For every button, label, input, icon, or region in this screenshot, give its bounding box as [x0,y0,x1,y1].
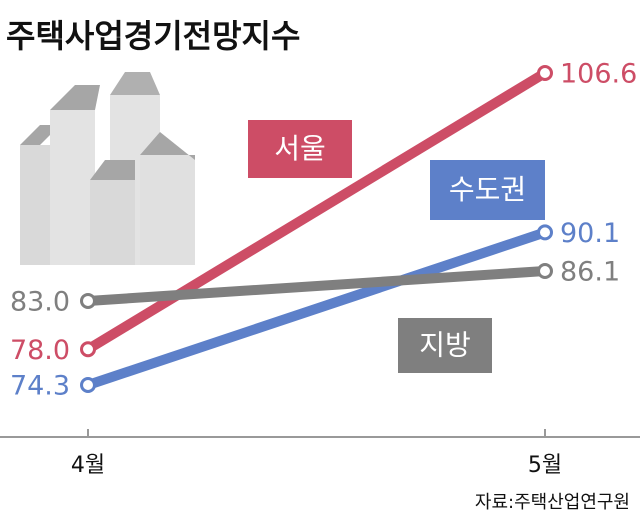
legend-box [398,318,492,373]
point [537,224,553,241]
legend-box [430,160,545,220]
value-label: 78.0 [10,335,70,366]
source: 자료:주택산업연구원 [475,492,630,513]
legend-label: 수도권 [449,173,526,206]
chart-title: 주택사업경기전망지수 [6,17,300,55]
series-line [86,227,547,390]
point [537,65,553,81]
value-label: 106.6 [560,59,637,90]
x-tick-label: 5월 [528,453,562,478]
legend-box [248,120,352,178]
point [80,292,96,309]
value-label: 86.1 [560,257,620,288]
value-label: 74.3 [10,371,70,402]
legend-label: 지방 [419,329,471,362]
point [537,263,553,280]
point [80,341,96,358]
legend-label: 서울 [274,132,326,165]
series-line [85,68,548,354]
value-label: 90.1 [560,218,620,249]
series-line [87,266,546,306]
value-label: 83.0 [10,286,70,317]
building-illustration [20,72,195,265]
x-tick-label: 4월 [71,453,105,478]
point [80,377,96,393]
